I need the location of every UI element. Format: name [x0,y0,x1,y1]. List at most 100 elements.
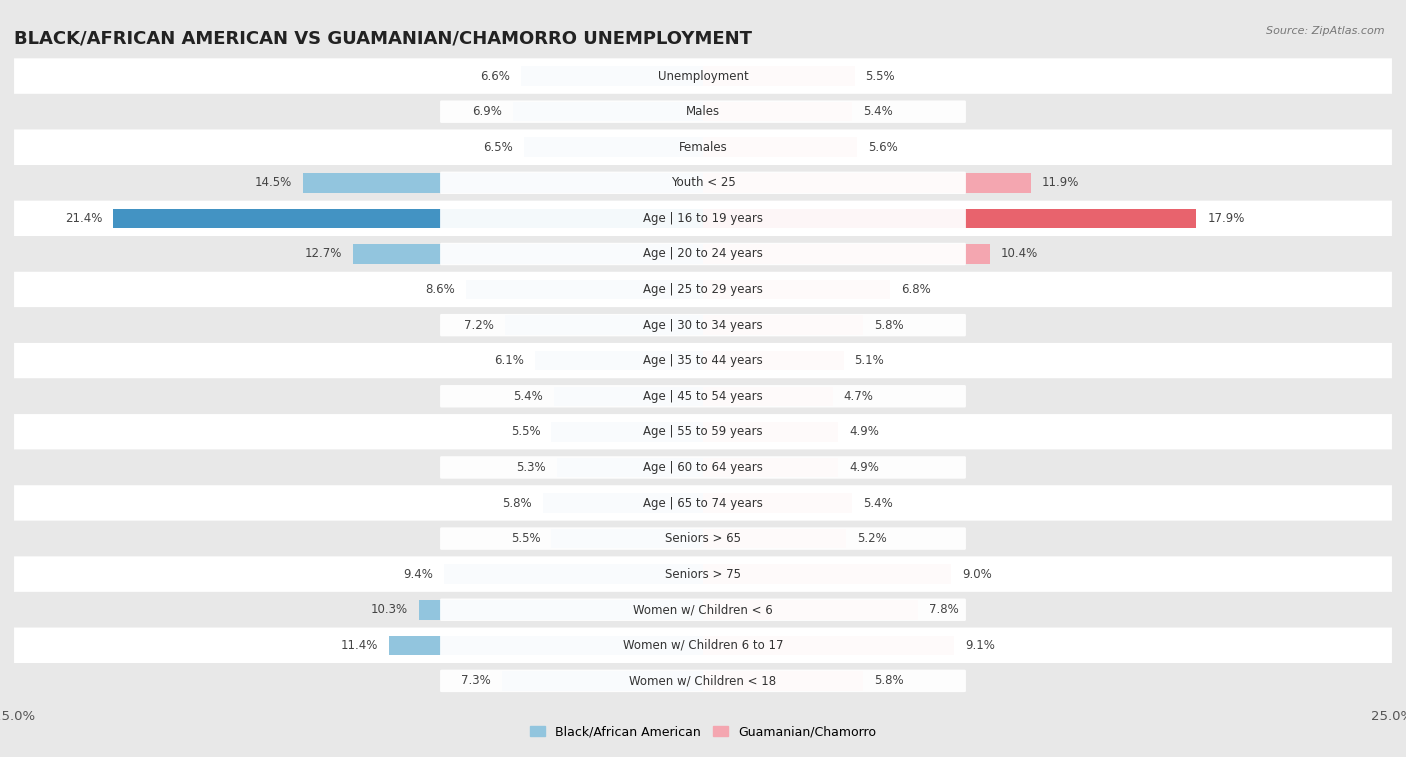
Text: Unemployment: Unemployment [658,70,748,83]
Bar [465,280,703,299]
FancyBboxPatch shape [14,165,1392,201]
Text: Age | 45 to 54 years: Age | 45 to 54 years [643,390,763,403]
Text: 5.4%: 5.4% [513,390,543,403]
FancyBboxPatch shape [14,236,1392,272]
Bar [444,565,703,584]
Bar [703,209,1197,228]
Text: 10.3%: 10.3% [371,603,408,616]
FancyBboxPatch shape [14,94,1392,129]
Text: Age | 25 to 29 years: Age | 25 to 29 years [643,283,763,296]
Bar [703,458,838,477]
FancyBboxPatch shape [440,101,966,123]
Text: Seniors > 75: Seniors > 75 [665,568,741,581]
Bar [703,316,863,335]
Text: 9.1%: 9.1% [965,639,994,652]
Text: Age | 20 to 24 years: Age | 20 to 24 years [643,248,763,260]
Bar [505,316,703,335]
Text: 12.7%: 12.7% [305,248,342,260]
Text: 7.3%: 7.3% [461,674,491,687]
Text: 5.5%: 5.5% [510,425,540,438]
Text: Age | 65 to 74 years: Age | 65 to 74 years [643,497,763,509]
Text: BLACK/AFRICAN AMERICAN VS GUAMANIAN/CHAMORRO UNEMPLOYMENT: BLACK/AFRICAN AMERICAN VS GUAMANIAN/CHAM… [14,30,752,48]
Bar [703,351,844,370]
Bar [389,636,703,655]
Bar [524,138,703,157]
Text: 7.2%: 7.2% [464,319,494,332]
FancyBboxPatch shape [440,314,966,336]
FancyBboxPatch shape [14,592,1392,628]
Text: Seniors > 65: Seniors > 65 [665,532,741,545]
FancyBboxPatch shape [14,556,1392,592]
Text: 5.2%: 5.2% [858,532,887,545]
FancyBboxPatch shape [14,307,1392,343]
Text: 5.4%: 5.4% [863,105,893,118]
Text: 5.6%: 5.6% [869,141,898,154]
Text: 8.6%: 8.6% [425,283,456,296]
FancyBboxPatch shape [14,378,1392,414]
FancyBboxPatch shape [440,385,966,407]
FancyBboxPatch shape [440,492,966,514]
Bar [703,529,846,548]
FancyBboxPatch shape [14,628,1392,663]
Text: 6.9%: 6.9% [472,105,502,118]
Text: 5.8%: 5.8% [875,674,904,687]
Bar [703,494,852,512]
Text: 5.5%: 5.5% [866,70,896,83]
FancyBboxPatch shape [14,58,1392,94]
FancyBboxPatch shape [440,279,966,301]
Bar [543,494,703,512]
Text: Source: ZipAtlas.com: Source: ZipAtlas.com [1267,26,1385,36]
FancyBboxPatch shape [14,663,1392,699]
FancyBboxPatch shape [440,563,966,585]
Bar [703,636,953,655]
FancyBboxPatch shape [14,201,1392,236]
FancyBboxPatch shape [440,599,966,621]
Text: 6.5%: 6.5% [484,141,513,154]
Bar [534,351,703,370]
Text: 5.8%: 5.8% [502,497,531,509]
Text: Age | 60 to 64 years: Age | 60 to 64 years [643,461,763,474]
Text: 5.3%: 5.3% [516,461,546,474]
Text: Age | 55 to 59 years: Age | 55 to 59 years [643,425,763,438]
FancyBboxPatch shape [14,272,1392,307]
Bar [703,102,852,121]
Legend: Black/African American, Guamanian/Chamorro: Black/African American, Guamanian/Chamor… [524,721,882,743]
FancyBboxPatch shape [440,136,966,158]
FancyBboxPatch shape [440,528,966,550]
FancyBboxPatch shape [440,634,966,656]
Text: Women w/ Children 6 to 17: Women w/ Children 6 to 17 [623,639,783,652]
Bar [522,67,703,86]
FancyBboxPatch shape [440,456,966,478]
Bar [703,422,838,441]
Text: Women w/ Children < 6: Women w/ Children < 6 [633,603,773,616]
Bar [703,565,950,584]
Text: 4.9%: 4.9% [849,425,879,438]
Text: Age | 35 to 44 years: Age | 35 to 44 years [643,354,763,367]
Text: 5.4%: 5.4% [863,497,893,509]
Text: 9.4%: 9.4% [404,568,433,581]
Bar [513,102,703,121]
FancyBboxPatch shape [440,421,966,443]
FancyBboxPatch shape [14,414,1392,450]
FancyBboxPatch shape [440,172,966,194]
Text: 5.1%: 5.1% [855,354,884,367]
Bar [703,173,1031,192]
Bar [703,67,855,86]
Text: Age | 16 to 19 years: Age | 16 to 19 years [643,212,763,225]
Bar [353,245,703,263]
Bar [554,387,703,406]
FancyBboxPatch shape [440,65,966,87]
Text: 9.0%: 9.0% [962,568,991,581]
Bar [502,671,703,690]
Text: 4.7%: 4.7% [844,390,873,403]
FancyBboxPatch shape [440,670,966,692]
FancyBboxPatch shape [14,521,1392,556]
Text: 10.4%: 10.4% [1001,248,1038,260]
Text: 6.1%: 6.1% [494,354,524,367]
Text: 6.6%: 6.6% [481,70,510,83]
Bar [557,458,703,477]
Bar [703,138,858,157]
Bar [703,280,890,299]
Text: 5.8%: 5.8% [875,319,904,332]
Bar [703,671,863,690]
